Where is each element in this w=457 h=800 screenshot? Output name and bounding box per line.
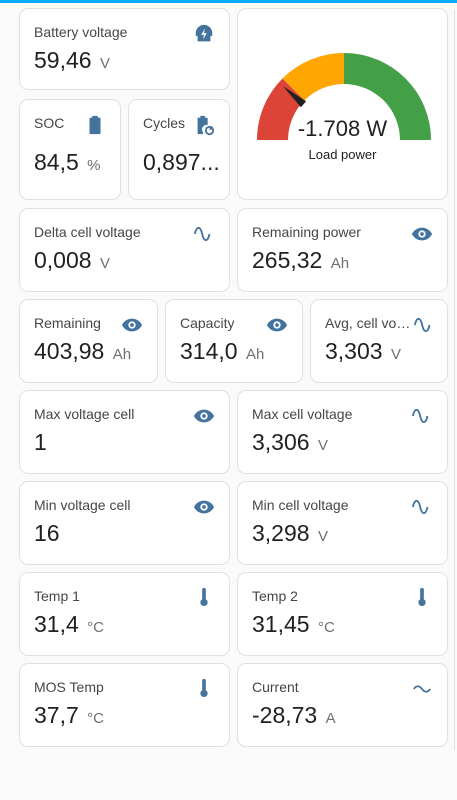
card-value: 403,98 Ah (34, 338, 132, 364)
sine-wave-icon (411, 496, 433, 518)
eye-icon (193, 405, 215, 427)
card-value: -28,73 A (252, 702, 336, 728)
card-title: SOC (34, 115, 65, 131)
card-title: Max cell voltage (252, 406, 353, 422)
gauge-value: -1.708 W (297, 116, 388, 141)
card-remaining-power[interactable]: Remaining power 265,32 Ah (237, 208, 448, 292)
card-temp-1[interactable]: Temp 1 31,4 °C (19, 572, 230, 656)
card-title: Avg, cell vol... (325, 315, 411, 331)
card-title: Min cell voltage (252, 497, 349, 513)
sine-wave-icon (193, 223, 215, 245)
card-value: 59,46 V (34, 47, 110, 73)
card-load-power-gauge[interactable]: -1.708 W Load power (237, 8, 448, 200)
card-title: Temp 2 (252, 588, 298, 604)
card-title: Battery voltage (34, 24, 128, 40)
thermometer-icon (193, 678, 215, 700)
sine-wave-icon (413, 314, 435, 336)
card-title: Remaining (34, 315, 101, 331)
card-delta-cell-voltage[interactable]: Delta cell voltage 0,008 V (19, 208, 230, 292)
top-accent-bar (0, 0, 457, 3)
eye-icon (193, 496, 215, 518)
card-avg-cell-voltage[interactable]: Avg, cell vol... 3,303 V (310, 299, 448, 383)
eye-icon (411, 223, 433, 245)
card-value: 1 (34, 429, 47, 455)
card-value: 265,32 Ah (252, 247, 350, 273)
card-value: 0,897... (143, 149, 220, 175)
card-soc[interactable]: SOC 84,5 % (19, 99, 121, 200)
sine-wave-icon (411, 405, 433, 427)
gauge-label: Load power (308, 147, 377, 162)
card-remaining[interactable]: Remaining 403,98 Ah (19, 299, 158, 383)
gauge-segment-green (344, 53, 431, 140)
thermometer-icon (193, 587, 215, 609)
card-cycles[interactable]: Cycles 0,897... (128, 99, 230, 200)
gauge-segment-orange (282, 53, 344, 101)
card-temp-2[interactable]: Temp 2 31,45 °C (237, 572, 448, 656)
card-capacity[interactable]: Capacity 314,0 Ah (165, 299, 303, 383)
right-scroll-edge (454, 10, 457, 750)
card-value: 3,306 V (252, 429, 328, 455)
eye-icon (121, 314, 143, 336)
gauge-needle (283, 86, 307, 108)
card-value: 3,298 V (252, 520, 328, 546)
card-min-cell-voltage[interactable]: Min cell voltage 3,298 V (237, 481, 448, 565)
card-mos-temp[interactable]: MOS Temp 37,7 °C (19, 663, 230, 747)
card-value: 3,303 V (325, 338, 401, 364)
card-value: 37,7 °C (34, 702, 104, 728)
card-max-cell-voltage[interactable]: Max cell voltage 3,306 V (237, 390, 448, 474)
thermometer-icon (411, 587, 433, 609)
card-min-voltage-cell[interactable]: Min voltage cell 16 (19, 481, 230, 565)
card-current[interactable]: Current -28,73 A (237, 663, 448, 747)
card-title: Current (252, 679, 299, 695)
card-title: Min voltage cell (34, 497, 131, 513)
card-value: 16 (34, 520, 60, 546)
card-max-voltage-cell[interactable]: Max voltage cell 1 (19, 390, 230, 474)
card-value: 0,008 V (34, 247, 110, 273)
battery-sync-icon (193, 114, 215, 136)
card-value: 314,0 Ah (180, 338, 265, 364)
battery-charging-icon (193, 23, 215, 45)
card-battery-voltage[interactable]: Battery voltage 59,46 V (19, 8, 230, 90)
load-power-gauge (257, 53, 431, 140)
card-title: MOS Temp (34, 679, 104, 695)
card-value: 31,4 °C (34, 611, 104, 637)
card-title: Cycles (143, 115, 186, 131)
card-value: 84,5 % (34, 149, 101, 175)
current-ac-icon (411, 678, 433, 700)
card-title: Max voltage cell (34, 406, 135, 422)
card-value: 31,45 °C (252, 611, 335, 637)
eye-icon (266, 314, 288, 336)
card-title: Capacity (180, 315, 235, 331)
card-title: Remaining power (252, 224, 361, 240)
card-title: Temp 1 (34, 588, 80, 604)
battery-icon (84, 114, 106, 136)
card-title: Delta cell voltage (34, 224, 141, 240)
